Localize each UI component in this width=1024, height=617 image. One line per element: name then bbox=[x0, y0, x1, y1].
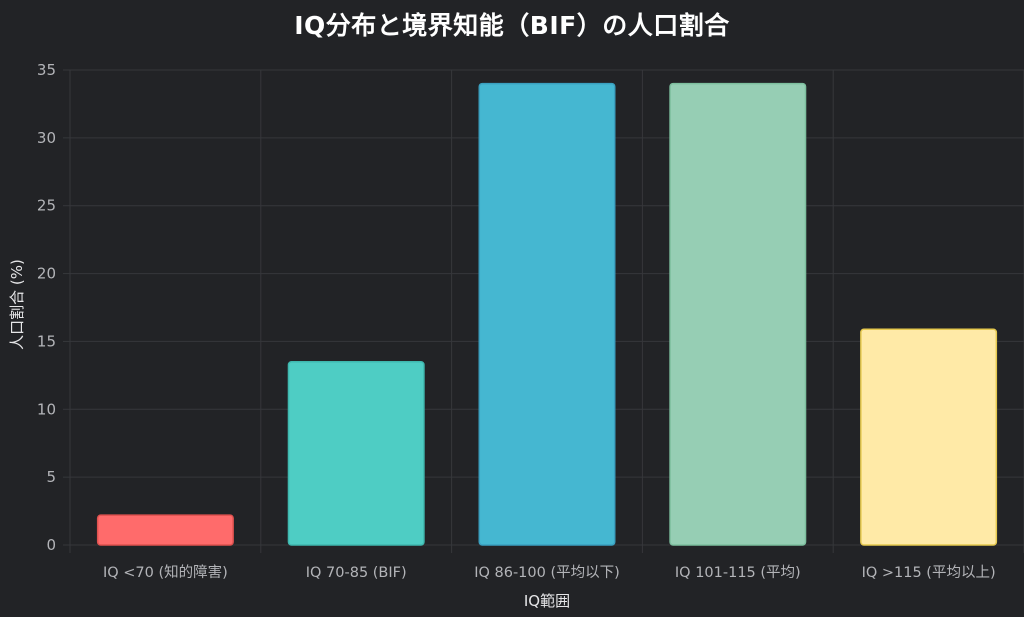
y-tick-label: 15 bbox=[37, 332, 56, 350]
y-tick-label: 35 bbox=[37, 61, 56, 79]
chart-title: IQ分布と境界知能（BIF）の人口割合 bbox=[294, 11, 730, 40]
x-tick-label: IQ 86-100 (平均以下) bbox=[474, 564, 620, 581]
bar bbox=[669, 82, 807, 546]
y-axis-label: 人口割合 (%) bbox=[8, 259, 26, 350]
y-tick-label: 10 bbox=[37, 400, 56, 418]
x-axis-label: IQ範囲 bbox=[524, 592, 570, 610]
bar bbox=[96, 514, 234, 546]
y-tick-label: 5 bbox=[46, 468, 56, 486]
x-tick-label: IQ <70 (知的障害) bbox=[103, 563, 228, 581]
x-tick-label: IQ 101-115 (平均) bbox=[675, 564, 801, 581]
bar bbox=[287, 361, 425, 546]
x-tick-label: IQ >115 (平均以上) bbox=[862, 564, 996, 581]
y-tick-label: 0 bbox=[46, 536, 56, 554]
y-tick-label: 20 bbox=[37, 265, 56, 283]
bar bbox=[860, 328, 998, 546]
bar bbox=[478, 82, 616, 546]
x-tick-label: IQ 70-85 (BIF) bbox=[306, 565, 407, 581]
y-tick-label: 25 bbox=[37, 197, 56, 215]
y-tick-label: 30 bbox=[37, 129, 56, 147]
